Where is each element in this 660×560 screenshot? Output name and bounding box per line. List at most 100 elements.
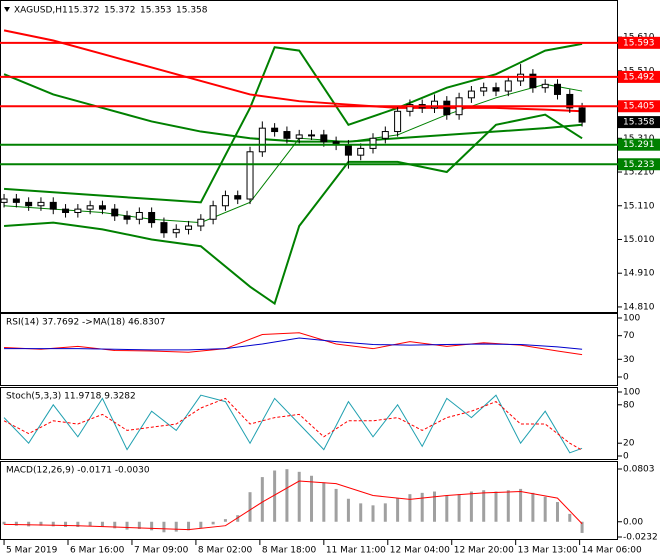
candle-body <box>123 215 131 220</box>
rsi-panel <box>0 313 618 386</box>
candle-body <box>185 225 193 230</box>
level-label: 15.492 <box>623 72 655 82</box>
y-tick-label: 70 <box>623 331 635 341</box>
candle-body <box>529 73 537 89</box>
candle-body <box>271 127 279 133</box>
level-label-box <box>618 70 660 83</box>
candle-body <box>308 134 316 137</box>
x-tick-label: 6 Mar 16:00 <box>70 546 125 556</box>
candle-body <box>12 198 20 203</box>
candle-body <box>443 100 451 116</box>
level-label: 15.593 <box>623 38 655 48</box>
candle-body <box>553 83 561 95</box>
candle-body <box>369 137 377 149</box>
level-label-box <box>618 36 660 49</box>
candle-body <box>49 201 57 210</box>
header-value: 15.372 <box>68 6 100 16</box>
candle-body <box>467 90 475 99</box>
header-value: 15.353 <box>140 6 172 16</box>
y-tick-label: 100 <box>623 314 640 324</box>
histogram-bar <box>445 495 449 522</box>
candle-body <box>172 228 180 234</box>
y-tick-label: 100 <box>623 388 640 398</box>
candle-body <box>246 151 254 200</box>
level-label: 15.233 <box>623 160 655 170</box>
histogram-bar <box>396 498 400 522</box>
indicator-label: RSI(14) 37.7692 ->MA(18) 46.8307 <box>6 318 165 328</box>
y-tick-label: 0 <box>623 452 629 462</box>
histogram-bar <box>64 521 68 528</box>
histogram-bar <box>88 521 92 527</box>
histogram-bar <box>531 492 535 522</box>
candle-body <box>62 208 70 213</box>
header-value: 15.372 <box>104 6 136 16</box>
histogram-bar <box>457 494 461 522</box>
indicator-label: Stoch(5,3,3) 11.9718 9.3282 <box>6 392 136 402</box>
histogram-bar <box>346 498 350 522</box>
x-tick-label: 8 Mar 02:00 <box>198 546 253 556</box>
histogram-bar <box>76 521 80 528</box>
histogram-bar <box>433 491 437 522</box>
candle-body <box>357 147 365 156</box>
histogram-bar <box>543 496 547 522</box>
candle-body <box>295 134 303 139</box>
main-panel <box>0 0 618 313</box>
level-label: 15.291 <box>623 140 655 150</box>
candle-body <box>283 131 291 139</box>
level-label-box <box>618 158 660 171</box>
candle-body <box>541 83 549 89</box>
histogram-bar <box>310 475 314 522</box>
y-tick-label: 0 <box>623 373 629 383</box>
candle-body <box>197 218 205 227</box>
candle-body <box>98 205 106 210</box>
candle-body <box>74 208 82 213</box>
candle-body <box>406 104 414 112</box>
y-tick-label: 30 <box>623 355 635 365</box>
menu-arrow[interactable] <box>4 7 10 12</box>
x-tick-label: 13 Mar 13:00 <box>518 546 578 556</box>
candle-body <box>25 201 33 207</box>
last-price-box <box>618 116 660 129</box>
candle-body <box>480 87 488 92</box>
candle-body <box>234 195 242 200</box>
histogram-bar <box>248 492 252 522</box>
header-value: 15.358 <box>176 6 208 16</box>
candle-body <box>221 195 229 207</box>
histogram-bar <box>408 494 412 522</box>
indicator-line <box>3 29 583 113</box>
x-tick-label: 12 Mar 04:00 <box>390 546 450 556</box>
candle-body <box>0 198 8 203</box>
x-tick-label: 8 Mar 18:00 <box>262 546 317 556</box>
histogram-bar <box>100 521 104 528</box>
histogram-bar <box>580 521 584 533</box>
candle-body <box>394 110 402 133</box>
histogram-bar <box>322 482 326 522</box>
histogram-bar <box>187 521 191 531</box>
candle-body <box>258 127 266 153</box>
candle-body <box>431 100 439 109</box>
y-tick-label: 14.910 <box>623 269 655 279</box>
histogram-bar <box>27 521 31 527</box>
indicator-line <box>3 397 583 451</box>
chart-title: XAGUSD,H1 <box>14 6 68 16</box>
x-tick-label: 7 Mar 09:00 <box>134 546 189 556</box>
x-tick-label: 12 Mar 20:00 <box>454 546 514 556</box>
histogram-bar <box>260 477 264 522</box>
y-tick-label: 15.110 <box>623 201 655 211</box>
y-tick-label: 15.210 <box>623 168 655 178</box>
y-tick-label: 80 <box>623 400 635 410</box>
level-label-box <box>618 100 660 113</box>
y-tick-label: 15.010 <box>623 235 655 245</box>
histogram-bar <box>236 515 240 522</box>
histogram-bar <box>14 521 18 526</box>
candle-body <box>37 201 45 207</box>
indicator-line <box>4 480 583 531</box>
x-tick-label: 14 Mar 06:00 <box>582 546 642 556</box>
candle-body <box>566 93 574 109</box>
indicator-line <box>3 394 583 454</box>
histogram-bar <box>494 491 498 522</box>
histogram-bar <box>555 502 559 522</box>
histogram-bar <box>371 505 375 522</box>
level-label: 15.405 <box>623 102 655 112</box>
